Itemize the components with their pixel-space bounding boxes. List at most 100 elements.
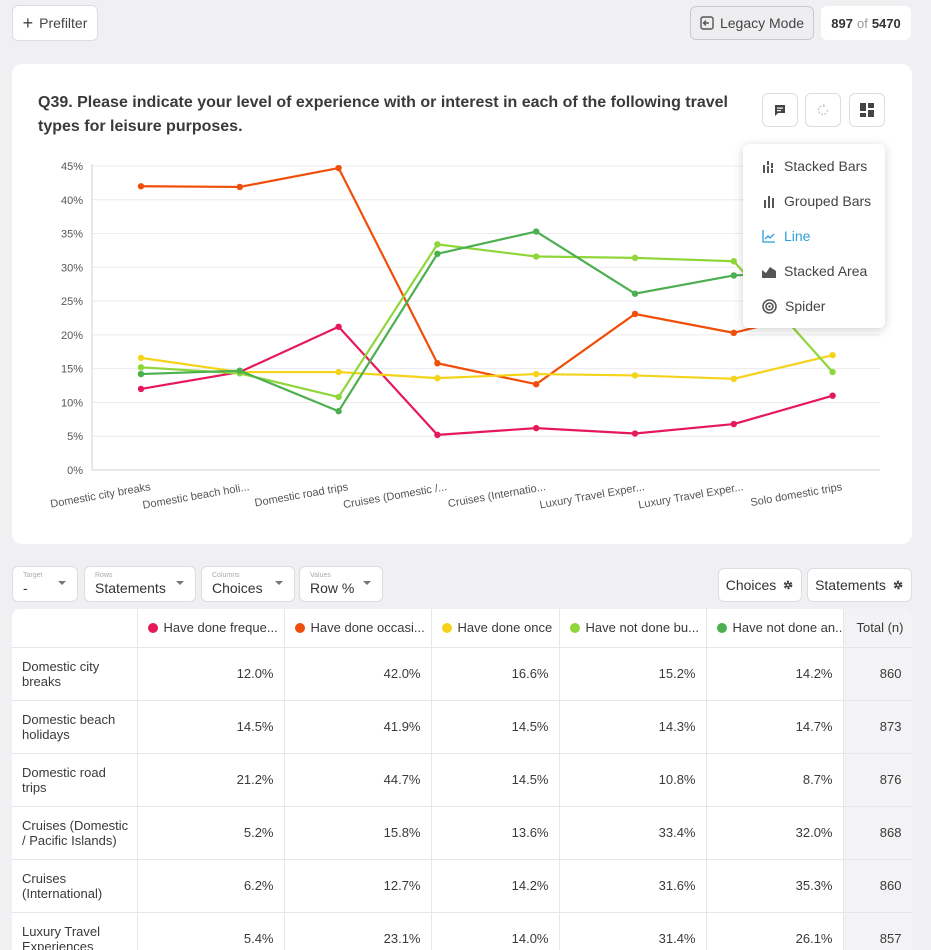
series-line — [140, 166, 833, 386]
menu-item-grouped-bars[interactable]: Grouped Bars — [743, 183, 885, 218]
column-header[interactable]: Have done freque... — [137, 609, 285, 648]
choices-button-label: Choices — [725, 577, 777, 593]
table-row: Domestic road trips 21.2% 44.7% 14.5% 10.8% 8… — [12, 753, 912, 807]
columns-select[interactable]: Columns Choices — [201, 566, 295, 602]
data-point — [631, 290, 639, 297]
caret-down-icon — [58, 581, 66, 585]
prefilter-button[interactable]: + Prefilter — [12, 5, 98, 41]
menu-item-spider[interactable]: Spider — [743, 289, 885, 324]
data-point — [631, 310, 639, 318]
table-cell: 35.3% — [706, 859, 844, 913]
total-cell: 860 — [843, 859, 912, 913]
y-tick-label: 30% — [61, 262, 83, 274]
comment-button[interactable] — [762, 93, 798, 127]
menu-item-stacked-area[interactable]: Stacked Area — [743, 254, 885, 289]
statements-button[interactable]: Statements — [807, 568, 912, 602]
columns-select-label: Columns — [212, 572, 240, 579]
column-header[interactable]: Have not done bu... — [559, 609, 707, 648]
table-cell: 31.6% — [559, 859, 707, 913]
columns-select-value: Choices — [212, 580, 263, 596]
series-line — [140, 230, 833, 413]
column-header[interactable]: Have done occasi... — [284, 609, 432, 648]
x-tick-label: Domestic beach holi... — [142, 481, 251, 512]
table-cell: 8.7% — [706, 753, 844, 807]
data-point — [730, 329, 737, 337]
data-point — [335, 368, 342, 376]
gear-icon — [893, 580, 903, 590]
caret-down-icon — [176, 581, 184, 585]
table-cell: 14.7% — [706, 700, 844, 754]
data-point — [335, 393, 342, 401]
table-cell: 15.2% — [559, 647, 707, 701]
row-label: Cruises (International) — [12, 859, 138, 913]
table-cell: 6.2% — [137, 859, 285, 913]
data-point — [335, 164, 342, 172]
data-point — [335, 323, 342, 330]
stacked-bars-icon — [763, 160, 773, 173]
column-header[interactable]: Have done once — [431, 609, 560, 648]
results-table: Have done freque... Have done occasi... … — [12, 609, 912, 950]
menu-item-label: Grouped Bars — [784, 192, 872, 209]
column-header-label: Have done occasi... — [310, 620, 425, 636]
choices-button[interactable]: Choices — [718, 568, 802, 602]
prefilter-label: Prefilter — [39, 15, 88, 31]
total-cell: 873 — [843, 700, 912, 754]
chart-type-button[interactable] — [849, 93, 885, 127]
menu-item-label: Stacked Area — [784, 263, 868, 280]
table-cell: 44.7% — [284, 753, 432, 807]
plus-icon: + — [22, 13, 34, 33]
row-label: Domestic road trips — [12, 753, 138, 807]
table-row: Luxury Travel Experiences 5.4% 23.1% 14.0% 3… — [12, 912, 912, 950]
table-cell: 33.4% — [559, 806, 707, 860]
y-tick-label: 25% — [61, 296, 83, 308]
table-cell: 10.8% — [559, 753, 707, 807]
y-tick-label: 5% — [67, 431, 83, 443]
data-point — [434, 241, 441, 248]
target-select[interactable]: Target - — [12, 566, 78, 602]
statements-button-label: Statements — [815, 577, 886, 593]
x-tick-label: Luxury Travel Exper... — [539, 481, 646, 511]
table-cell: 5.4% — [137, 912, 285, 950]
table-cell: 21.2% — [137, 753, 285, 807]
line-chart: 0% 5% 10% 15% 20% 25% 30% 35% 40% 45% Domestic cit… — [49, 161, 880, 512]
y-tick-label: 45% — [61, 161, 83, 173]
table-cell: 14.5% — [431, 700, 560, 754]
column-header[interactable]: Have not done an... — [706, 609, 844, 648]
x-tick-label: Cruises (Internatio... — [447, 481, 547, 510]
values-select[interactable]: Values Row % — [299, 566, 383, 602]
table-row: Domestic city breaks 12.0% 42.0% 16.6% 15.2%… — [12, 647, 912, 701]
menu-item-stacked-bars[interactable]: Stacked Bars — [743, 148, 885, 183]
x-tick-label: Cruises (Domestic /... — [342, 481, 448, 511]
column-header-label: Have not done an... — [732, 620, 843, 636]
series-color-dot — [569, 623, 580, 634]
column-header-label: Have done freque... — [163, 620, 278, 636]
gear-icon — [783, 580, 793, 590]
data-point — [829, 351, 836, 359]
table-cell: 14.2% — [706, 647, 844, 701]
target-select-label: Target — [23, 572, 43, 579]
series-line — [140, 325, 833, 436]
legacy-mode-button[interactable]: Legacy Mode — [690, 6, 814, 40]
target-select-value: - — [23, 580, 28, 596]
row-label: Luxury Travel Experiences — [12, 912, 138, 950]
dashboard-icon — [860, 103, 874, 117]
data-point — [533, 370, 540, 378]
data-point — [533, 253, 540, 260]
table-cell: 41.9% — [284, 700, 432, 754]
table-cell: 15.8% — [284, 806, 432, 860]
rows-select[interactable]: Rows Statements — [84, 566, 196, 602]
data-point — [829, 392, 836, 399]
data-point — [137, 183, 145, 190]
data-point — [434, 360, 441, 367]
refresh-button[interactable] — [805, 93, 841, 127]
response-count: 897 of 5470 — [821, 6, 911, 40]
stacked-area-icon — [762, 267, 776, 279]
data-point — [631, 372, 639, 379]
table-cell: 14.5% — [137, 700, 285, 754]
column-header-label: Have done once — [457, 620, 553, 636]
series-line — [140, 354, 833, 380]
total-column-header[interactable]: Total (n) — [843, 609, 912, 648]
menu-item-line[interactable]: Line — [743, 218, 885, 253]
values-select-value: Row % — [310, 580, 355, 596]
total-cell: 876 — [843, 753, 912, 807]
